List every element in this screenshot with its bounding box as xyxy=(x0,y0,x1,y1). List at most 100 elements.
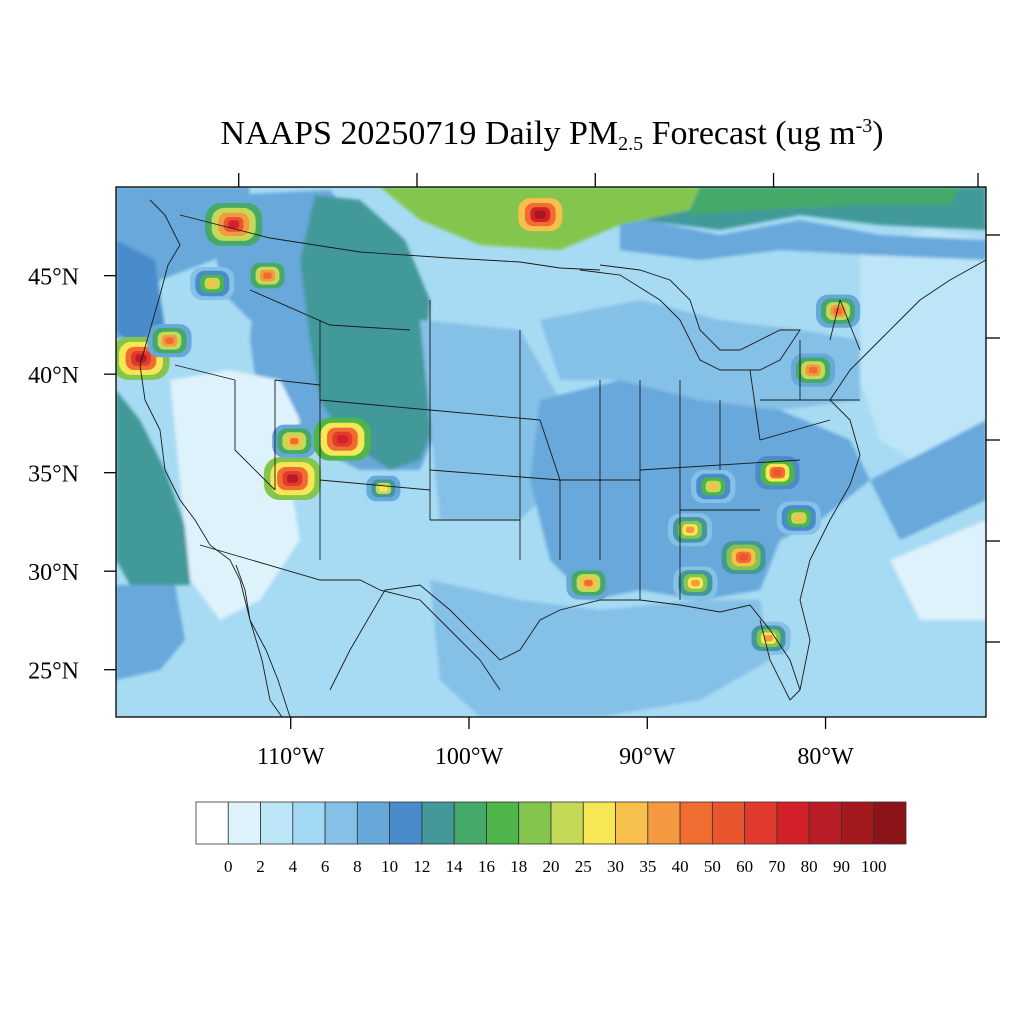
x-tick-label: 90°W xyxy=(619,744,676,770)
colorbar-label: 70 xyxy=(768,857,785,876)
hotspot-ring xyxy=(336,435,348,444)
hotspot-ring xyxy=(165,337,174,344)
hotspot xyxy=(667,513,713,547)
hotspot-ring xyxy=(263,272,272,279)
region-atlantic-blue xyxy=(870,420,986,540)
colorbar-swatch xyxy=(808,801,842,845)
title-subscript: 2.5 xyxy=(618,133,644,155)
x-tick-label: 80°W xyxy=(797,744,854,770)
colorbar-swatch xyxy=(486,801,520,845)
hotspot-ring xyxy=(691,579,700,587)
colorbar-swatch xyxy=(324,801,358,845)
hotspot-ring xyxy=(208,280,217,287)
colorbar-label: 2 xyxy=(256,857,265,876)
colorbar-label: 18 xyxy=(510,857,527,876)
colorbar-label: 8 xyxy=(353,857,362,876)
colorbar-swatch xyxy=(679,801,713,845)
hotspot xyxy=(721,540,766,574)
colorbar-label: 25 xyxy=(575,857,592,876)
hotspot-ring xyxy=(379,485,388,492)
colorbar-label: 6 xyxy=(321,857,330,876)
hotspot-ring xyxy=(794,514,804,522)
colorbar-label: 10 xyxy=(381,857,398,876)
colorbar-swatch xyxy=(873,801,907,845)
colorbar-swatch xyxy=(841,801,875,845)
region-atlantic-light xyxy=(890,520,986,620)
coastlines-and-borders xyxy=(139,199,986,717)
region-sw-pacific-blue xyxy=(116,585,185,680)
state-lines-east xyxy=(749,299,861,441)
colorbar-swatch xyxy=(453,801,487,845)
hotspot-ring xyxy=(290,437,299,445)
colorbar-swatch xyxy=(615,801,649,845)
hotspot xyxy=(776,501,821,535)
colorbar-label: 14 xyxy=(446,857,464,876)
colorbar-swatch xyxy=(776,801,810,845)
region-ca-coast-teal xyxy=(116,390,190,585)
hotspot xyxy=(746,621,791,655)
region-gulf-blue xyxy=(430,580,770,717)
hotspot xyxy=(272,424,317,458)
hotspot-ring xyxy=(739,554,748,561)
baja-coastline xyxy=(235,564,291,717)
x-tick-label: 100°W xyxy=(435,744,504,770)
colorbar-label: 100 xyxy=(861,857,887,876)
title-rest: Forecast (ug m xyxy=(643,115,856,152)
state-lines-central xyxy=(429,330,801,600)
hotspot xyxy=(815,294,861,328)
map-frame xyxy=(115,186,987,718)
y-tick-label: 40°N xyxy=(28,363,79,389)
colorbar-swatch xyxy=(582,801,616,845)
colorbar-swatch xyxy=(744,801,778,845)
colorbar-swatch xyxy=(647,801,681,845)
hotspot xyxy=(361,471,406,506)
colorbar-swatch xyxy=(711,801,746,845)
colorbar-label: 60 xyxy=(736,857,753,876)
us-canada-border xyxy=(179,214,601,271)
y-tick-label: 25°N xyxy=(28,659,79,685)
page-title: NAAPS 20250719 Daily PM2.5 Forecast (ug … xyxy=(0,112,1024,156)
hotspot xyxy=(205,202,263,246)
region-smoke-plume-green2 xyxy=(690,187,960,215)
region-canada-east-blue xyxy=(620,215,986,260)
hotspot-ring xyxy=(808,367,818,374)
colorbar-label: 16 xyxy=(478,857,495,876)
colorbar-swatch xyxy=(356,801,391,845)
hotspot-ring xyxy=(286,474,298,483)
hotspot xyxy=(755,456,800,490)
colorbar-swatch xyxy=(292,801,326,845)
title-superscript: -3 xyxy=(855,115,873,137)
title-close: ) xyxy=(872,115,884,152)
colorbar-label: 35 xyxy=(639,857,656,876)
colorbar-swatch xyxy=(389,801,423,845)
colorbar-label: 80 xyxy=(801,857,818,876)
hotspot xyxy=(511,193,569,237)
region-midwest-blue xyxy=(540,300,860,410)
colorbar: 0 2 4 6 8 10 12 14 16 18 20 25 30 35 40 50 60 70 80 90 100 xyxy=(195,801,907,876)
colorbar-swatch xyxy=(195,801,229,845)
gulf-coastline xyxy=(329,584,801,701)
colorbar-label: 20 xyxy=(543,857,560,876)
region-west-light xyxy=(170,370,300,620)
hotspot xyxy=(313,417,372,461)
hotspot xyxy=(190,266,235,301)
region-northeast-light xyxy=(860,230,986,470)
colorbar-swatch xyxy=(260,801,294,845)
colorbar-label: 50 xyxy=(704,857,721,876)
hotspot-ring xyxy=(773,469,782,476)
hotspot xyxy=(790,353,836,387)
colorbar-label: 40 xyxy=(672,857,689,876)
hotspot-ring xyxy=(833,307,843,315)
hotspot xyxy=(691,469,736,504)
colorbar-label: 0 xyxy=(224,857,233,876)
colorbar-label: 90 xyxy=(833,857,850,876)
colorbar-swatch xyxy=(550,801,584,845)
map-plot-area xyxy=(116,187,986,717)
hotspot-ring xyxy=(228,220,240,229)
colorbar-swatch xyxy=(518,801,552,845)
hotspot-ring xyxy=(534,210,546,219)
colorbar-label: 12 xyxy=(413,857,430,876)
hotspot-ring xyxy=(135,354,147,363)
hotspot-ring xyxy=(764,635,773,642)
